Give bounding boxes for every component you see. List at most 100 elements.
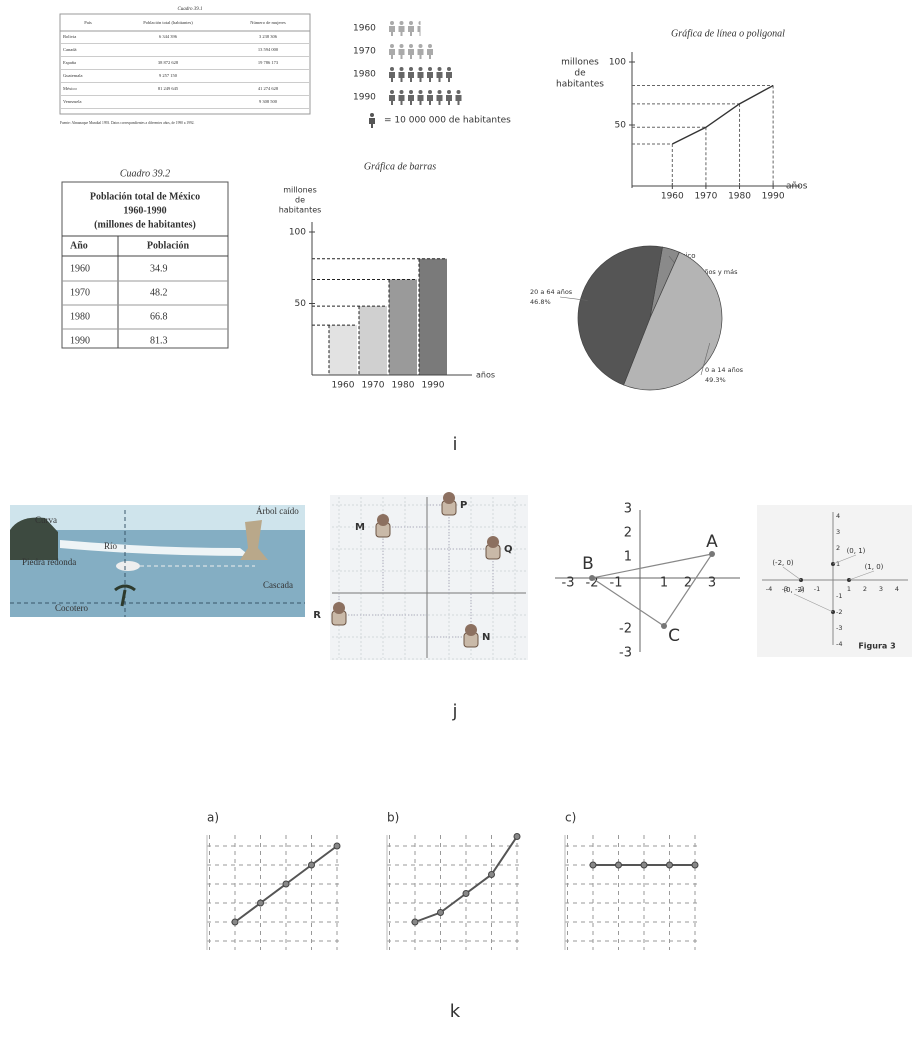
y-axis-label: habitantes [556,80,604,90]
table-cell: 1970 [70,287,90,298]
y-tick-label: 50 [295,299,307,309]
pictogram-year: 1990 [353,93,376,103]
chart-label: c) [565,811,576,825]
person-icon [408,67,414,82]
y-tick-label: -3 [836,624,842,632]
icon-body [417,49,424,59]
y-axis-label: millones [283,186,317,195]
y-tick-label: 2 [624,526,632,541]
y-axis-label: de [574,69,586,79]
point [333,842,341,850]
x-tick-label: -1 [610,576,623,591]
y-tick-label: 100 [609,58,626,68]
x-tick-label: 1980 [728,192,751,202]
y-tick-label: 3 [624,502,632,517]
bar [359,306,387,375]
y-axis-label: de [295,196,305,205]
point [615,861,622,869]
map-label: Cocotero [55,603,88,613]
table-header: País [84,20,92,25]
map-tree [240,520,268,560]
icon-body [427,49,433,59]
x-tick-label: 1 [847,585,851,593]
point-label: N [482,632,490,643]
icon-head [428,90,432,94]
pictogram-year: 1980 [353,70,376,80]
pie-slice [577,245,663,386]
table-header: Población total (habitantes) [143,20,193,25]
panel-label: k [450,1001,461,1022]
icon-body [436,72,443,82]
y-tick-label: 4 [836,512,840,520]
point [589,861,597,869]
figurine-head [333,602,345,614]
chart-label: a) [207,811,219,825]
map-river [60,540,250,556]
table-caption: (millones de habitantes) [94,219,196,230]
table-cell: 81.3 [150,335,168,346]
chart-title: Gráfica de barras [364,161,436,172]
figure-caption: Figura 3 [858,642,895,651]
x-tick-label: -4 [766,585,772,593]
table-cell: 3 238 306 [259,34,278,39]
table-cell: 1990 [70,335,90,346]
person-icon [446,67,452,82]
table-cell: 6 344 396 [159,34,178,39]
icon-body [427,72,433,82]
icon-head [409,90,413,94]
point [661,623,667,629]
icon-body [398,26,405,36]
map-stone [116,561,140,571]
icon-head [418,67,423,71]
chart-title: Gráfica de línea o poligonal [671,28,785,39]
table-cell: 13 594 000 [258,47,279,52]
point-label: Q [504,544,513,555]
table-cell: Canadá [63,47,77,52]
slice-value: 49.3% [705,376,726,384]
person-icon [398,67,405,82]
person-icon [417,21,421,36]
point-label: M [355,522,365,533]
y-tick-label: 50 [615,121,627,131]
x-tick-label: -2 [798,585,804,593]
data-line [672,84,774,145]
table-caption: Población total de México [90,191,200,202]
y-tick-label: 100 [289,228,306,238]
person-icon [455,90,462,105]
chart-label: b) [387,811,399,825]
icon-body [408,72,414,82]
table-header: Número de mujeres [250,20,286,25]
icon-body [398,95,405,105]
leader-line [832,554,857,565]
table-frame [59,13,311,115]
table-frame [61,181,229,349]
table-source: Fuente: Almanaque Mundial 1993. Datos co… [60,121,195,126]
y-tick-label: -4 [836,640,842,648]
map-label: Curva [35,515,57,525]
slice-label: 20 a 64 años [530,288,573,296]
map-label: Piedra redonda [22,557,76,567]
pie-slice [623,251,723,391]
x-tick-label: 1 [660,576,668,591]
point-label: (1, 0) [865,563,884,571]
pictogram-row [389,21,421,36]
icon-head [399,21,404,25]
person-icon [408,21,414,36]
map-label: Río [104,541,118,551]
panel-label: i [452,434,457,455]
figurine [375,514,391,538]
map-palm [114,584,136,607]
icon-head [370,113,374,117]
icon-body [408,49,414,59]
icon-body [417,95,424,105]
slice-label: 65 años y más [690,268,738,276]
table-cell: 81 249 645 [158,86,179,91]
icon-body [427,95,433,105]
table-cell: 38 872 628 [158,60,179,65]
table-cell: Bolivia [63,34,76,39]
person-icon [389,90,395,105]
table-title: Cuadro 39.1 [177,7,202,12]
icon-body [369,118,375,128]
figurine [331,602,347,626]
icon-head [399,90,404,94]
